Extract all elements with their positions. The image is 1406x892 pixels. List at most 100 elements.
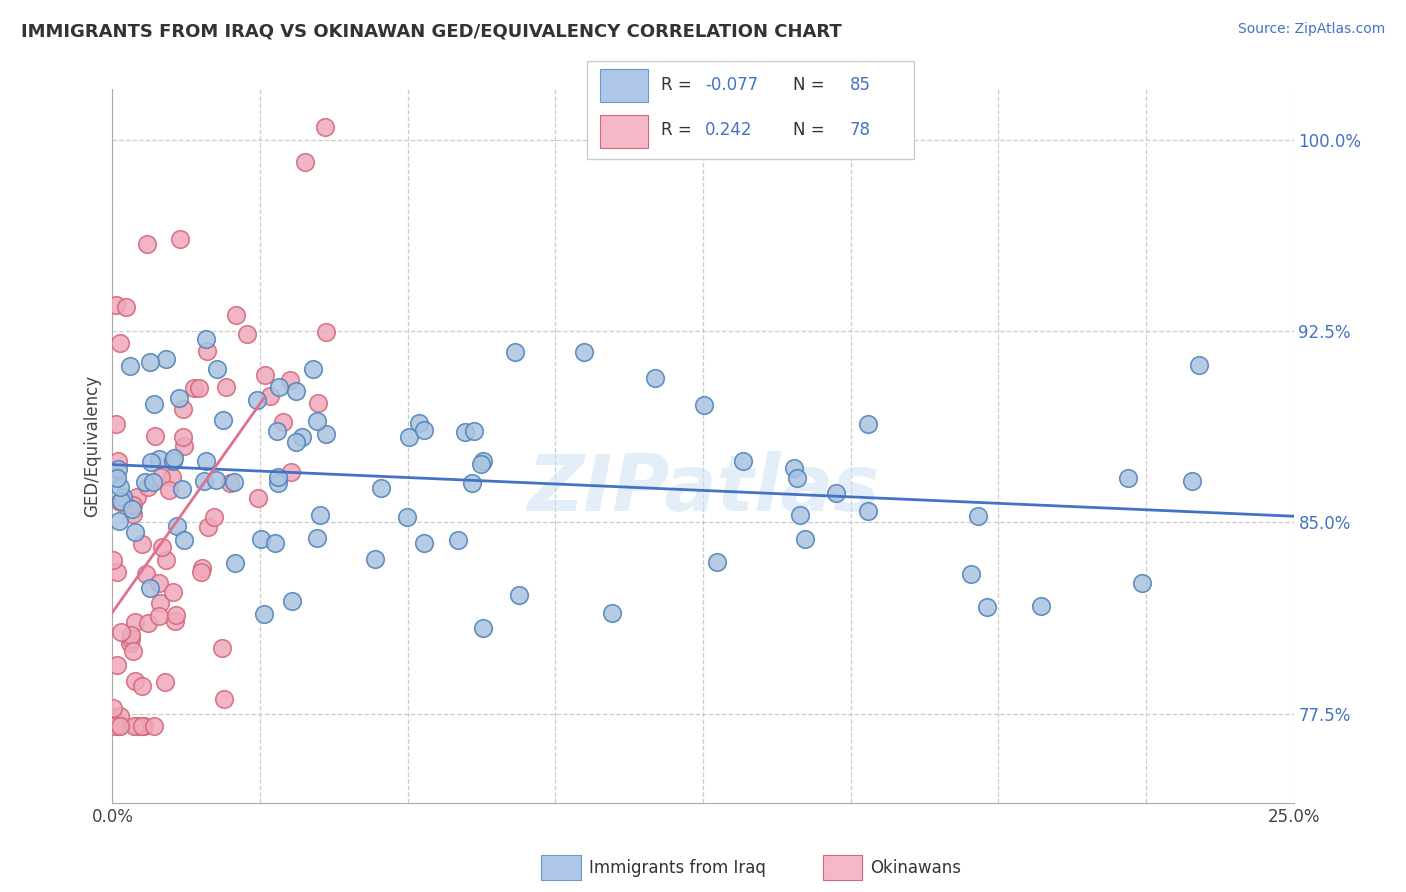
Text: Immigrants from Iraq: Immigrants from Iraq bbox=[589, 859, 766, 877]
Y-axis label: GED/Equivalency: GED/Equivalency bbox=[83, 375, 101, 517]
Point bbox=[125, 719, 148, 733]
Point bbox=[291, 429, 314, 443]
Point bbox=[281, 594, 304, 608]
Point bbox=[105, 565, 128, 579]
Point bbox=[165, 607, 187, 622]
Point bbox=[194, 454, 217, 468]
Point bbox=[108, 514, 131, 528]
Point bbox=[1181, 474, 1204, 488]
Point bbox=[193, 474, 215, 488]
Point bbox=[172, 401, 194, 416]
Point bbox=[224, 557, 246, 571]
Point bbox=[139, 581, 162, 595]
Point bbox=[503, 345, 526, 359]
Point bbox=[104, 298, 127, 312]
Point bbox=[148, 452, 170, 467]
Point bbox=[212, 413, 235, 427]
Point bbox=[271, 415, 294, 429]
Point bbox=[976, 599, 998, 614]
Point bbox=[115, 300, 138, 314]
Point bbox=[960, 566, 983, 581]
Text: 85: 85 bbox=[851, 76, 872, 95]
Point bbox=[202, 510, 225, 524]
Point bbox=[105, 417, 128, 432]
Point bbox=[783, 460, 806, 475]
Point bbox=[135, 237, 157, 252]
Point bbox=[267, 470, 290, 484]
Point bbox=[131, 537, 153, 551]
Point bbox=[136, 615, 159, 630]
Point bbox=[101, 710, 124, 724]
Point bbox=[122, 719, 145, 733]
Point bbox=[190, 561, 212, 575]
Point bbox=[294, 154, 316, 169]
Point bbox=[104, 719, 127, 733]
Point bbox=[155, 352, 177, 367]
Point bbox=[157, 483, 180, 498]
Point bbox=[205, 473, 228, 487]
Point bbox=[731, 454, 754, 468]
Point bbox=[856, 417, 879, 431]
Point bbox=[143, 397, 166, 411]
Point bbox=[120, 636, 142, 650]
Point bbox=[235, 327, 257, 342]
Point bbox=[266, 425, 288, 439]
Text: R =: R = bbox=[661, 76, 697, 95]
Point bbox=[309, 508, 332, 522]
Point bbox=[101, 553, 124, 567]
Point bbox=[267, 475, 290, 490]
Point bbox=[120, 628, 142, 642]
Point bbox=[278, 373, 301, 387]
Point bbox=[1130, 576, 1153, 591]
Point bbox=[212, 692, 235, 706]
Point bbox=[149, 596, 172, 610]
Point bbox=[149, 470, 172, 484]
Point bbox=[173, 439, 195, 453]
Point bbox=[134, 475, 156, 490]
Point bbox=[307, 396, 329, 410]
Point bbox=[110, 480, 132, 494]
Text: IMMIGRANTS FROM IRAQ VS OKINAWAN GED/EQUIVALENCY CORRELATION CHART: IMMIGRANTS FROM IRAQ VS OKINAWAN GED/EQU… bbox=[21, 22, 842, 40]
Text: Okinawans: Okinawans bbox=[870, 859, 962, 877]
Point bbox=[284, 384, 307, 399]
Point bbox=[305, 531, 328, 545]
Point bbox=[131, 679, 153, 693]
Point bbox=[110, 717, 132, 731]
Point bbox=[454, 425, 477, 440]
Point bbox=[315, 326, 337, 340]
Point bbox=[966, 508, 988, 523]
Point bbox=[121, 507, 143, 521]
Point bbox=[148, 575, 170, 590]
Text: -0.077: -0.077 bbox=[704, 76, 758, 95]
Point bbox=[108, 719, 131, 733]
Point bbox=[215, 380, 238, 394]
Point bbox=[222, 475, 245, 490]
Point bbox=[142, 475, 165, 490]
Point bbox=[856, 504, 879, 518]
Point bbox=[259, 389, 281, 403]
Point bbox=[105, 471, 128, 485]
Point bbox=[163, 450, 186, 465]
Point bbox=[315, 427, 337, 442]
Point bbox=[170, 482, 193, 496]
Text: N =: N = bbox=[793, 121, 830, 139]
Text: ZIPatlas: ZIPatlas bbox=[527, 450, 879, 527]
Point bbox=[120, 632, 142, 647]
Point bbox=[408, 416, 430, 430]
Point bbox=[108, 719, 131, 733]
Point bbox=[124, 524, 146, 539]
Point bbox=[207, 362, 229, 376]
Point bbox=[110, 625, 132, 640]
Point bbox=[461, 476, 484, 491]
Point bbox=[190, 565, 212, 579]
Point bbox=[1116, 470, 1139, 484]
Point bbox=[136, 480, 159, 494]
Point bbox=[143, 429, 166, 443]
Point bbox=[155, 553, 177, 567]
Point bbox=[246, 491, 269, 506]
Point bbox=[187, 381, 209, 395]
Point bbox=[110, 494, 132, 508]
Point bbox=[124, 615, 146, 629]
Point bbox=[793, 532, 815, 546]
Point bbox=[600, 606, 623, 620]
